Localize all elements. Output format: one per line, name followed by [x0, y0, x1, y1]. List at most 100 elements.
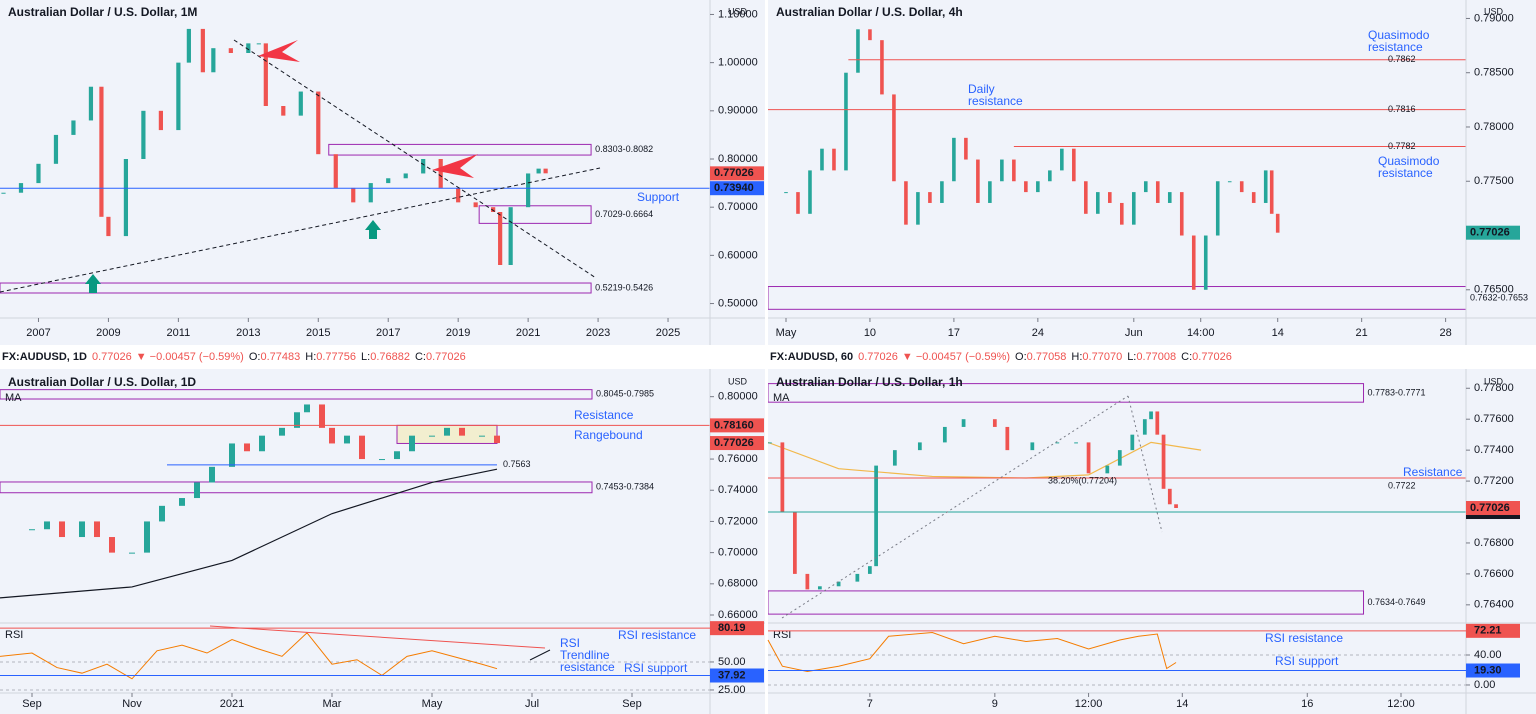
candle — [186, 28, 191, 63]
last-price: 0.77026 — [92, 351, 132, 363]
candle — [429, 435, 435, 437]
candle — [832, 148, 836, 171]
candle — [1149, 411, 1153, 420]
candle — [796, 192, 800, 214]
rsi-tick-label: 25.00 — [718, 684, 746, 696]
zone — [0, 481, 593, 494]
level-label-line: resistance — [1368, 40, 1423, 54]
candle — [1084, 181, 1088, 214]
candle — [359, 435, 365, 460]
pointer-arrow — [529, 649, 551, 661]
candle — [892, 94, 896, 182]
panel-background — [768, 369, 1536, 714]
candle — [194, 482, 200, 499]
panel: FX:AUDUSD, 60 0.77026 ▼ −0.00457 (−0.59%) O… — [767, 351, 1536, 714]
level-label: Resistance — [1403, 465, 1463, 479]
level-value: 0.7563 — [503, 459, 531, 469]
candle — [526, 173, 531, 208]
candle — [836, 581, 841, 587]
candle — [1000, 159, 1004, 182]
candle — [792, 512, 797, 574]
y-tick-label: 0.68000 — [718, 578, 758, 590]
candle — [256, 43, 261, 45]
candle — [333, 154, 338, 188]
candle — [508, 207, 513, 265]
candle — [368, 183, 373, 203]
last-price: 0.77026 — [858, 351, 898, 363]
price-badge — [710, 181, 764, 196]
last-price-badge — [1466, 225, 1520, 240]
candle — [438, 159, 443, 188]
ohlc-value: 0.77008 — [1136, 351, 1176, 363]
panel: Australian Dollar / U.S. Dollar, 1M USD 0.… — [0, 0, 765, 345]
candle — [543, 168, 548, 174]
candle — [36, 163, 41, 184]
candle — [179, 498, 185, 506]
zone — [768, 286, 1466, 310]
candle — [820, 148, 824, 171]
y-tick-label: 0.60000 — [718, 249, 758, 261]
rsi-tick-label: 40.00 — [1474, 649, 1502, 661]
y-tick-label: 0.72000 — [718, 515, 758, 527]
candle — [456, 187, 461, 203]
zone-label: 0.7632-0.7653 — [1470, 292, 1528, 302]
candle — [1012, 159, 1016, 182]
unit-label: USD — [728, 6, 748, 16]
candle — [1048, 170, 1052, 182]
change: ▼ −0.00457 (−0.59%) — [136, 351, 244, 363]
candle — [1036, 181, 1040, 193]
candle — [784, 192, 788, 194]
panel: FX:AUDUSD, 1D 0.77026 ▼ −0.00457 (−0.59%) O… — [0, 351, 765, 714]
rsi-label: RSI — [773, 629, 791, 641]
unit-label: USD — [1484, 6, 1504, 16]
x-tick-label: 12:00 — [1387, 698, 1415, 710]
candle — [844, 72, 848, 171]
symbol: FX:AUDUSD, 1D — [2, 351, 87, 363]
zone-label: 0.7634-0.7649 — [1368, 597, 1426, 607]
x-tick-label: 7 — [867, 698, 873, 710]
level-label: Daily resistance — [968, 82, 1023, 108]
y-tick-label: 0.66000 — [718, 609, 758, 621]
level-label: Support — [637, 190, 680, 204]
rsi-trendline — [209, 625, 546, 649]
y-tick-label: 0.76400 — [1474, 599, 1514, 611]
candle — [1155, 181, 1160, 203]
x-tick-label: 21 — [1356, 327, 1368, 339]
arrow — [258, 40, 300, 62]
drawings — [0, 39, 1163, 661]
candle — [379, 459, 385, 461]
candle — [1105, 465, 1110, 474]
zone — [328, 143, 592, 156]
plot-area — [0, 389, 710, 599]
x-tick-label: 14:00 — [1187, 327, 1215, 339]
candle — [1030, 442, 1035, 451]
candle — [1251, 192, 1256, 203]
candle — [351, 187, 356, 203]
ma-label: MA — [5, 392, 22, 404]
candle — [1167, 192, 1172, 203]
rsi-level-label: RSI resistance — [1265, 631, 1343, 645]
x-tick-label: Sep — [622, 698, 642, 710]
candle — [473, 202, 478, 208]
candle — [1074, 442, 1078, 444]
candle — [29, 529, 35, 531]
candle — [44, 521, 50, 530]
candle — [403, 173, 408, 179]
candle — [1227, 181, 1232, 183]
fib-line — [781, 395, 1129, 619]
x-tick-label: 2021 — [220, 698, 244, 710]
candle — [1060, 148, 1064, 171]
x-tick-label: 17 — [948, 327, 960, 339]
candle — [1086, 442, 1091, 474]
x-tick-label: 24 — [1032, 327, 1044, 339]
panel-background — [768, 0, 1536, 345]
candle — [229, 443, 235, 467]
y-tick-label: 0.70000 — [718, 201, 758, 213]
candle — [868, 29, 872, 41]
ohlc-value: 0.76882 — [370, 351, 410, 363]
zone-label: 0.5219-0.5426 — [595, 282, 653, 292]
candle — [817, 586, 822, 590]
x-tick-label: 14 — [1176, 698, 1188, 710]
fib-line — [1127, 395, 1163, 533]
